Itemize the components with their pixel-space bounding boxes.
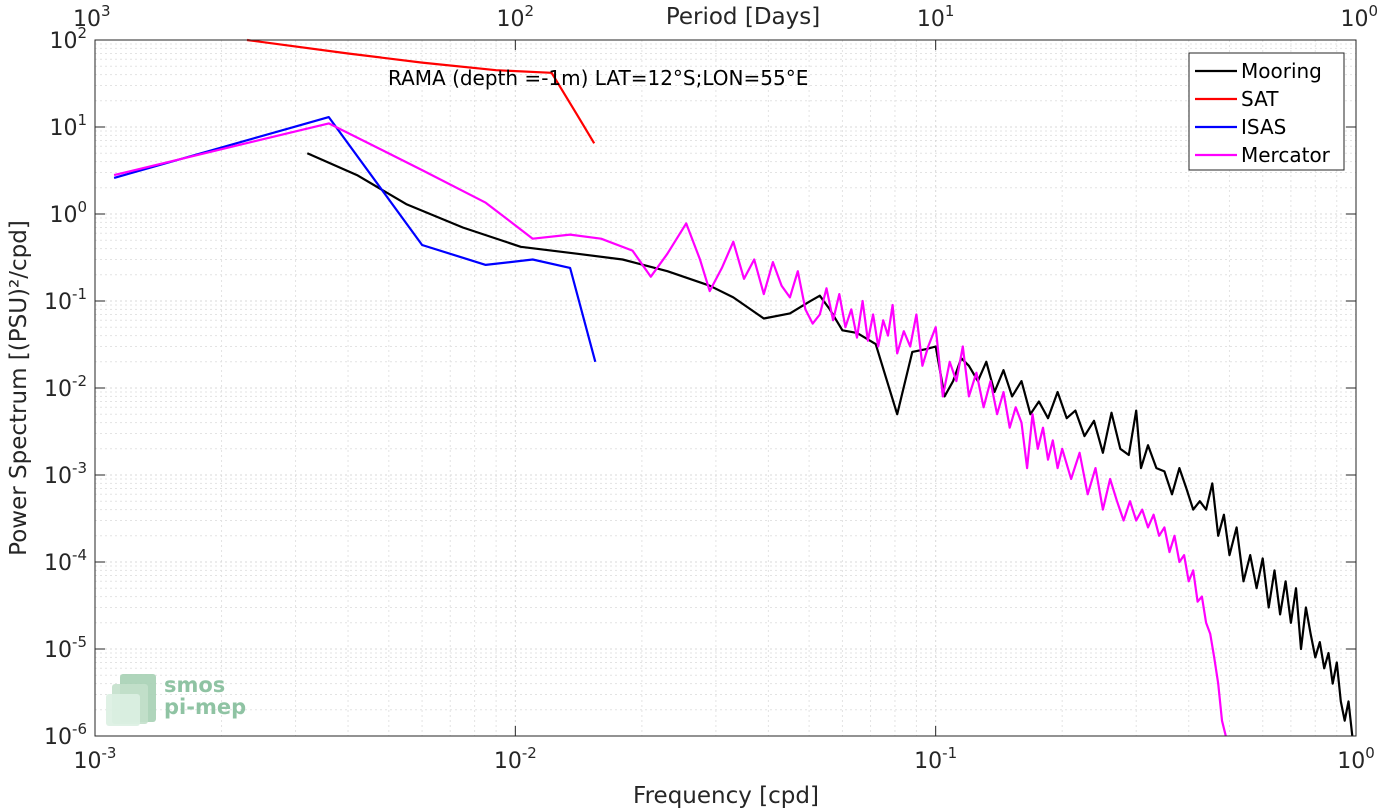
y-tick-label-exponent: -1 xyxy=(72,285,87,303)
y-tick-label: 10-1 xyxy=(44,285,87,315)
top-tick-label-exponent: 3 xyxy=(101,2,111,20)
x-tick-label: 10-1 xyxy=(914,744,957,774)
top-tick-label-base: 10 xyxy=(73,7,101,32)
y-tick-label-base: 10 xyxy=(44,290,72,315)
top-axis-label: Period [Days] xyxy=(666,4,820,30)
top-tick-label: 100 xyxy=(1340,2,1377,32)
y-tick-label-exponent: -2 xyxy=(72,372,87,390)
x-tick-label-exponent: 0 xyxy=(1365,744,1375,762)
legend-label-sat: SAT xyxy=(1241,87,1279,111)
y-tick-label-base: 10 xyxy=(44,638,72,663)
axis-ticks xyxy=(94,39,1357,737)
top-tick-label: 103 xyxy=(73,2,111,32)
y-tick-label-base: 10 xyxy=(49,29,77,54)
y-tick-label-base: 10 xyxy=(49,203,77,228)
y-tick-label-exponent: -3 xyxy=(72,459,87,477)
y-tick-label: 10-4 xyxy=(44,546,87,576)
legend: Mooring SAT ISAS Mercator xyxy=(1188,52,1345,171)
legend-label-mercator: Mercator xyxy=(1241,143,1331,167)
y-tick-label-exponent: 0 xyxy=(77,198,87,216)
y-tick-label: 10-5 xyxy=(44,633,87,663)
y-tick-label: 10-6 xyxy=(44,720,87,750)
series-line-mercator xyxy=(113,122,1227,737)
legend-label-mooring: Mooring xyxy=(1241,59,1322,83)
minor-grid xyxy=(95,40,1356,736)
y-tick-label: 10-3 xyxy=(44,459,87,489)
y-tick-label-exponent: -5 xyxy=(72,633,87,651)
y-tick-label-exponent: 2 xyxy=(77,24,87,42)
x-tick-label-base: 10 xyxy=(494,749,522,774)
series-line-isas xyxy=(113,115,597,363)
series-line-mooring xyxy=(306,152,1354,737)
x-tick-label-exponent: -3 xyxy=(102,744,117,762)
y-tick-label-base: 10 xyxy=(49,116,77,141)
top-tick-label-exponent: 0 xyxy=(1368,2,1377,20)
x-tick-label-base: 10 xyxy=(914,749,942,774)
x-tick-label: 100 xyxy=(1337,744,1375,774)
x-tick-label-exponent: -2 xyxy=(522,744,537,762)
x-tick-label-base: 10 xyxy=(74,749,102,774)
logo-text-smos: smos xyxy=(164,673,225,697)
y-tick-label-exponent: -4 xyxy=(72,546,87,564)
top-tick-label-exponent: 2 xyxy=(525,2,535,20)
y-tick-label: 102 xyxy=(49,24,87,54)
series-line-sat xyxy=(246,38,596,144)
top-tick-label: 102 xyxy=(497,2,535,32)
y-axis-label: Power Spectrum [(PSU)²/cpd] xyxy=(6,220,32,556)
top-tick-label: 101 xyxy=(917,2,955,32)
legend-label-isas: ISAS xyxy=(1241,115,1286,139)
y-tick-label: 10-2 xyxy=(44,372,87,402)
chart-title: RAMA (depth =-1m) LAT=12°S;LON=55°E xyxy=(388,66,808,90)
y-tick-label-exponent: 1 xyxy=(77,111,87,129)
logo-mark-layer-3 xyxy=(106,694,140,726)
top-tick-label-base: 10 xyxy=(917,7,945,32)
y-tick-label: 100 xyxy=(49,198,87,228)
top-tick-label-exponent: 1 xyxy=(945,2,955,20)
top-tick-label-base: 10 xyxy=(1340,7,1368,32)
y-tick-label-base: 10 xyxy=(44,464,72,489)
x-tick-label: 10-3 xyxy=(74,744,117,774)
x-tick-label-base: 10 xyxy=(1337,749,1365,774)
y-tick-label: 101 xyxy=(49,111,87,141)
top-tick-label-base: 10 xyxy=(497,7,525,32)
y-tick-label-exponent: -6 xyxy=(72,720,87,738)
logo-text-pi-mep: pi-mep xyxy=(164,695,246,719)
y-tick-label-base: 10 xyxy=(44,551,72,576)
x-tick-label-exponent: -1 xyxy=(942,744,957,762)
legend-box xyxy=(1188,52,1345,171)
x-tick-label: 10-2 xyxy=(494,744,537,774)
x-axis-label: Frequency [cpd] xyxy=(633,783,819,809)
y-tick-label-base: 10 xyxy=(44,725,72,750)
series-layer xyxy=(113,38,1354,737)
y-tick-label-base: 10 xyxy=(44,377,72,402)
smos-pi-mep-logo: smos pi-mep xyxy=(106,673,246,726)
